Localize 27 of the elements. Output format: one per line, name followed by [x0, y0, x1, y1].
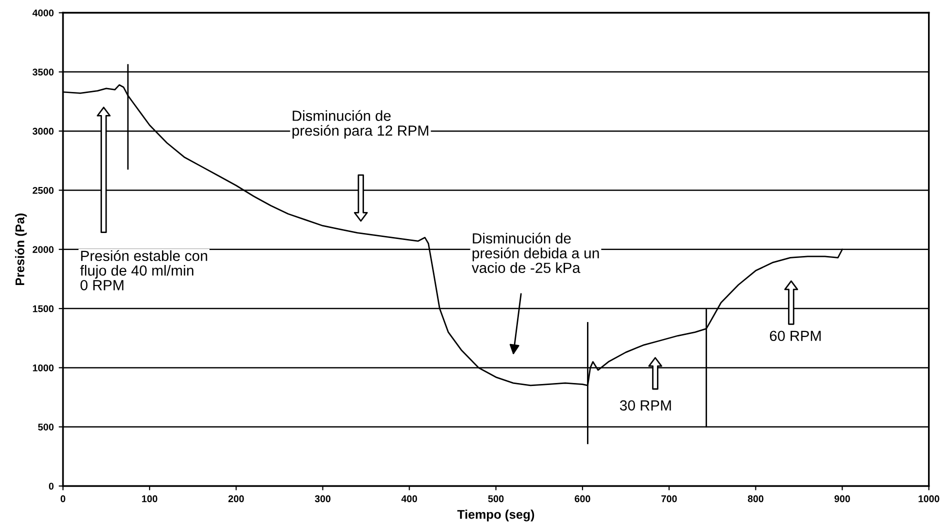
y-tick-label: 2000: [32, 246, 54, 254]
x-tick-label: 1000: [918, 495, 940, 502]
x-tick-label: 800: [748, 495, 764, 502]
x-tick-label: 700: [661, 495, 677, 502]
y-axis-title: Presión (Pa): [15, 214, 27, 286]
x-tick-label: 500: [488, 495, 504, 502]
y-tick-label: 4000: [32, 9, 54, 16]
x-tick-label: 600: [574, 495, 590, 502]
y-tick-label: 0: [48, 482, 54, 490]
x-tick-label: 0: [60, 495, 66, 502]
x-axis-title: Tiempo (seg): [457, 510, 534, 522]
y-tick-label: 3500: [32, 68, 54, 76]
x-tick-label: 100: [142, 495, 158, 502]
annotation: Disminución de presión debida a un vacio de -25 kPa: [472, 232, 599, 274]
annotation: Presión estable con flujo de 40 ml/min 0 RPM: [80, 250, 208, 290]
y-tick-label: 500: [38, 424, 54, 430]
y-tick-label: 1500: [32, 305, 54, 312]
x-tick-label: 200: [228, 495, 244, 502]
annotation: 30 RPM: [620, 400, 671, 411]
x-tick-label: 400: [401, 495, 418, 502]
y-tick-label: 3000: [32, 128, 54, 135]
y-tick-label: 2500: [32, 186, 54, 194]
y-tick-label: 1000: [32, 364, 54, 372]
annotation: Disminución de presión para 12 RPM: [292, 110, 428, 139]
annotation: 60 RPM: [770, 330, 821, 342]
x-tick-label: 300: [314, 495, 330, 502]
x-tick-label: 900: [834, 495, 850, 502]
